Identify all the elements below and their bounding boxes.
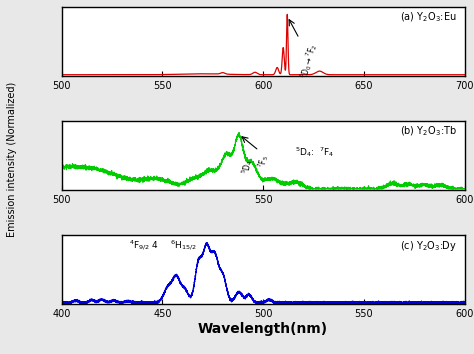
Text: Emission intensity (Normalized): Emission intensity (Normalized) [7, 82, 17, 237]
Text: (a) Y$_2$O$_3$:Eu: (a) Y$_2$O$_3$:Eu [400, 11, 456, 24]
Text: $^5$D$_4$:  $^7$F$_4$: $^5$D$_4$: $^7$F$_4$ [295, 145, 335, 159]
Text: $^5$D$_4$: $^5$D$_4$ [239, 158, 255, 175]
Text: (b) Y$_2$O$_3$:Tb: (b) Y$_2$O$_3$:Tb [400, 125, 456, 138]
Text: $^7$F$_5$: $^7$F$_5$ [255, 154, 271, 169]
Text: $^5$D$_0$$\rightarrow$$^7$F$_2$: $^5$D$_0$$\rightarrow$$^7$F$_2$ [297, 42, 320, 80]
Text: $^4$F$_{9/2}$ 4: $^4$F$_{9/2}$ 4 [128, 239, 158, 253]
Text: $^6$H$_{15/2}$: $^6$H$_{15/2}$ [171, 239, 197, 253]
X-axis label: Wavelength(nm): Wavelength(nm) [198, 322, 328, 336]
Text: (c) Y$_2$O$_3$:Dy: (c) Y$_2$O$_3$:Dy [400, 239, 456, 253]
